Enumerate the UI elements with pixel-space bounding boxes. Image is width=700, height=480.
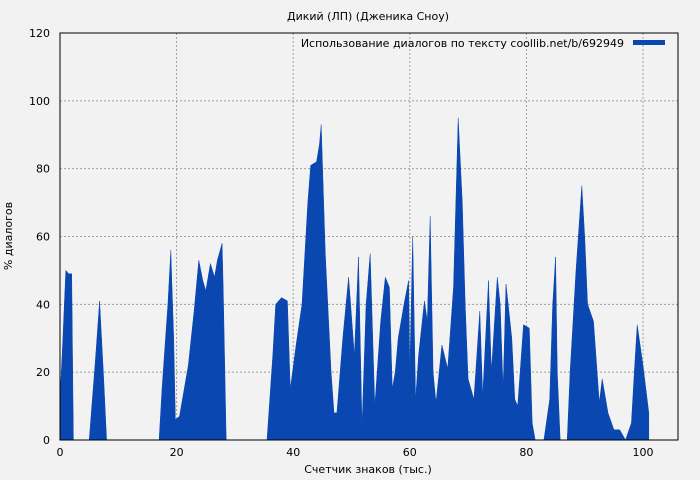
y-tick-label: 60 <box>36 231 50 244</box>
legend: Использование диалогов по тексту coollib… <box>301 37 665 50</box>
y-tick-label: 120 <box>29 27 50 40</box>
x-tick-label: 20 <box>170 446 184 459</box>
x-tick-label: 0 <box>57 446 64 459</box>
series-area <box>59 117 650 441</box>
y-tick-label: 100 <box>29 95 50 108</box>
chart-title: Дикий (ЛП) (Дженика Сноу) <box>287 10 449 23</box>
y-tick-label: 20 <box>36 366 50 379</box>
y-axis-label: % диалогов <box>2 202 15 270</box>
x-axis-label: Счетчик знаков (тыс.) <box>304 463 432 476</box>
x-tick-label: 80 <box>519 446 533 459</box>
series-layer <box>59 117 650 441</box>
axis-ticks: 0 20 40 60 80 100 0 20 40 60 80 100 120 <box>29 27 654 459</box>
plot-frame <box>59 32 679 441</box>
x-tick-label: 60 <box>403 446 417 459</box>
y-tick-label: 80 <box>36 163 50 176</box>
y-tick-label: 40 <box>36 298 50 311</box>
legend-swatch <box>633 40 665 45</box>
x-tick-label: 40 <box>286 446 300 459</box>
legend-label: Использование диалогов по тексту coollib… <box>301 37 624 50</box>
y-tick-label: 0 <box>43 434 50 447</box>
x-tick-label: 100 <box>633 446 654 459</box>
